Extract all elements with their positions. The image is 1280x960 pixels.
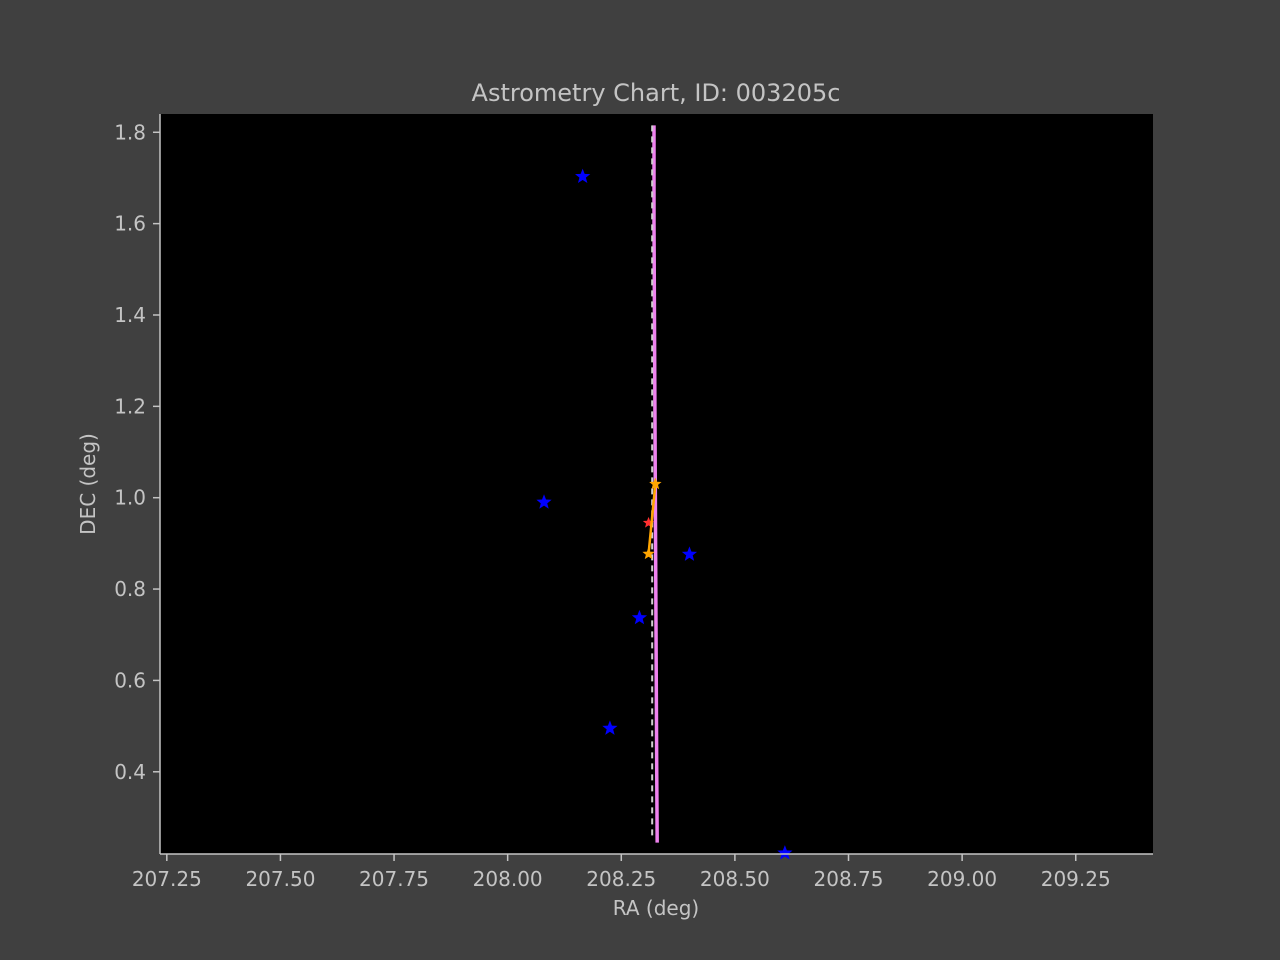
x-tick-label: 207.25 [132, 867, 202, 891]
field-star-marker [602, 720, 618, 735]
y-tick-label: 0.6 [114, 668, 146, 692]
field-star-marker [681, 546, 698, 561]
field-star-marker [536, 494, 552, 509]
x-tick-label: 207.50 [245, 867, 315, 891]
plot-content [536, 125, 793, 860]
x-tick-label: 209.25 [1041, 867, 1111, 891]
y-tick-label: 0.4 [114, 760, 146, 784]
y-tick-label: 1.6 [114, 212, 146, 236]
x-tick-label: 208.75 [814, 867, 884, 891]
axes [159, 114, 1153, 855]
x-tick-label: 208.50 [700, 867, 770, 891]
x-tick-label: 207.75 [359, 867, 429, 891]
x-tick-label: 208.25 [586, 867, 656, 891]
x-tick-label: 208.00 [473, 867, 543, 891]
chart-title: Astrometry Chart, ID: 003205c [472, 79, 841, 107]
field-star-marker [631, 609, 648, 625]
target-marker [642, 516, 655, 528]
x-axis-label: RA (deg) [613, 896, 699, 920]
y-tick-label: 1.4 [114, 303, 146, 327]
track-point-marker [649, 477, 662, 490]
x-tick-label: 209.00 [927, 867, 997, 891]
y-axis-label: DEC (deg) [76, 433, 100, 535]
track-line [647, 483, 657, 555]
y-ticks: 0.4 0.6 0.8 1.0 1.2 1.4 1.6 1.8 [114, 120, 160, 784]
field-star-marker [575, 168, 591, 184]
x-ticks: 207.25 207.50 207.75 208.00 208.25 208.50 208.… [132, 854, 1111, 891]
y-tick-label: 0.8 [114, 577, 146, 601]
field-star-marker [777, 845, 793, 860]
predicted-path-line [652, 125, 659, 843]
track-point-marker [642, 547, 655, 560]
y-tick-label: 1.8 [114, 120, 146, 144]
y-tick-label: 1.2 [114, 394, 146, 418]
y-tick-label: 1.0 [114, 486, 146, 510]
